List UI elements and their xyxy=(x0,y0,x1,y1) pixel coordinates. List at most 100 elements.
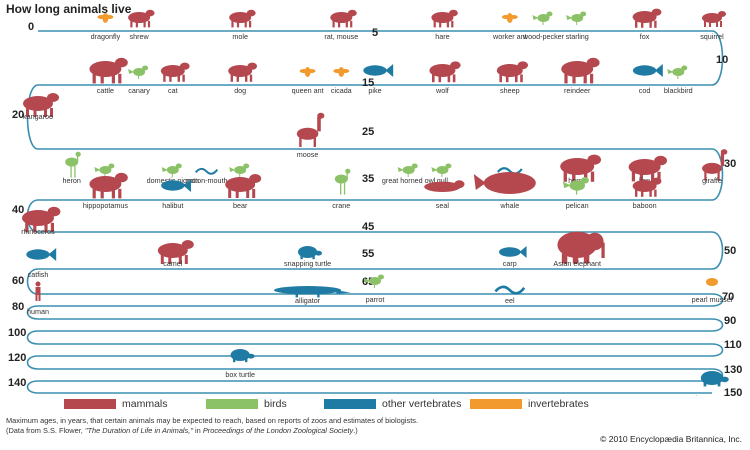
parrot-icon xyxy=(364,274,384,288)
diagram-title: How long animals live xyxy=(6,2,132,16)
mussel-icon xyxy=(706,278,718,286)
animal-label: hare xyxy=(435,32,449,41)
animal-label: blackbird xyxy=(664,86,693,95)
animal-rat-mouse: rat, mouse xyxy=(324,9,358,41)
canary-icon xyxy=(128,65,149,79)
animal-label: mole xyxy=(232,32,248,41)
cat-icon xyxy=(160,62,190,82)
animal-asian-elephant: Asian elephant xyxy=(553,231,605,268)
animal-label: moose xyxy=(297,150,319,159)
legend-item-other-vertebrates: other vertebrates xyxy=(324,396,461,412)
animal-hippopotamus: hippopotamus xyxy=(83,172,129,210)
legend-swatch-mammals xyxy=(64,399,116,409)
animal-bear: bear xyxy=(225,174,262,210)
animal-label: gull xyxy=(437,176,449,185)
blackbird-icon xyxy=(667,65,688,79)
scale-number: 150 xyxy=(724,387,742,396)
animal-label: hippopotamus xyxy=(83,201,129,210)
hippo-icon xyxy=(89,172,128,199)
animal-crane: crane xyxy=(332,168,351,210)
rhino-icon xyxy=(22,206,61,233)
animal-catfish: catfish xyxy=(26,248,57,279)
legend-item-invertebrates: invertebrates xyxy=(470,396,589,412)
animal-eel: eel xyxy=(494,285,526,305)
legend-swatch-other-vertebrates xyxy=(324,399,376,409)
animal-label: rhinoceros xyxy=(21,227,55,236)
giraffe-icon xyxy=(702,149,728,181)
scale-number: 40 xyxy=(12,204,24,216)
scale-number: 130 xyxy=(724,364,742,376)
legend-label-other-vertebrates: other vertebrates xyxy=(382,398,462,410)
animal-label: reindeer xyxy=(564,86,591,95)
animal-carp: carp xyxy=(499,246,527,268)
animal-label: seal xyxy=(436,201,450,210)
snake-icon xyxy=(194,167,219,175)
animal-shrew: shrew xyxy=(128,9,155,41)
animal-label: wolf xyxy=(435,86,449,95)
shrew-icon xyxy=(128,9,155,28)
footnote-line-2: (Data from S.S. Flower, "The Duration of… xyxy=(6,426,566,436)
animal-pearl-mussel: pearl mussel xyxy=(692,278,733,304)
animal-mole: mole xyxy=(229,9,256,41)
elephant-icon xyxy=(557,231,605,264)
crane-icon xyxy=(334,168,351,195)
animal-reindeer: reindeer xyxy=(561,57,600,95)
animal-label: giraffe xyxy=(702,176,722,185)
animal-rhinoceros: rhinoceros xyxy=(21,206,61,236)
bear-icon xyxy=(225,174,262,198)
cicada-icon xyxy=(333,67,350,77)
animal-halibut: halibut xyxy=(161,179,191,210)
animal-label: rat, mouse xyxy=(324,32,358,41)
animal-label: dog xyxy=(234,86,246,95)
animal-dragonfly: dragonfly xyxy=(91,13,121,41)
animal-sheep: sheep xyxy=(496,61,528,95)
pelican-icon xyxy=(562,177,589,195)
animal-blackbird: blackbird xyxy=(664,65,693,95)
wolf-icon xyxy=(429,61,461,83)
scale-number: 120 xyxy=(8,352,26,364)
eagle-icon xyxy=(229,163,250,177)
animal-cod: cod xyxy=(632,64,663,95)
scale-number: 50 xyxy=(724,245,736,257)
animal-label: alligator xyxy=(295,296,321,305)
animal-label: pelican xyxy=(566,201,589,210)
scale-number: 100 xyxy=(8,327,26,339)
animal-pike: pike xyxy=(363,64,394,95)
animal-pelican: pelican xyxy=(562,177,589,210)
starling-icon xyxy=(566,11,587,25)
squirrel-icon xyxy=(702,11,726,27)
animal-box-turtle: box turtle xyxy=(225,349,255,379)
fox-icon xyxy=(632,8,662,28)
turtle-icon xyxy=(298,246,322,260)
horse-icon xyxy=(560,154,601,182)
scale-number: 10 xyxy=(716,54,728,66)
animal-camel: camel xyxy=(157,240,194,268)
footnote: Maximum ages, in years, that certain ani… xyxy=(6,416,566,436)
animal-worker-ant: worker ant xyxy=(492,13,527,41)
scale-number: 30 xyxy=(724,158,736,170)
animal-label: sheep xyxy=(500,86,520,95)
animal-label: canary xyxy=(128,86,150,95)
human-icon xyxy=(35,281,41,301)
animal-squirrel: squirrel xyxy=(700,11,726,41)
animal-cattle: cattle xyxy=(89,57,128,95)
goose-icon xyxy=(94,163,115,177)
animal-great-horned-owl: great horned owl xyxy=(382,163,436,185)
animal-label: whale xyxy=(499,201,519,210)
baboon-icon xyxy=(632,177,662,197)
animal-label: great horned owl xyxy=(382,176,436,185)
animal-baboon: baboon xyxy=(632,177,662,210)
cattle-icon xyxy=(89,57,128,84)
carp-icon xyxy=(499,246,527,258)
legend-swatch-birds xyxy=(206,399,258,409)
animal-snapping-turtle: snapping turtle xyxy=(284,246,331,268)
dog-icon xyxy=(228,62,257,82)
footnote-prefix: (Data from S.S. Flower, xyxy=(6,426,85,435)
animal-heron: heron xyxy=(63,151,81,185)
animal-label: cat xyxy=(168,86,178,95)
animal-label: fox xyxy=(640,32,650,41)
animal-seal: seal xyxy=(424,180,465,210)
animal-label: cattle xyxy=(97,86,114,95)
animal-wood-pecker: wood-pecker xyxy=(522,11,565,41)
